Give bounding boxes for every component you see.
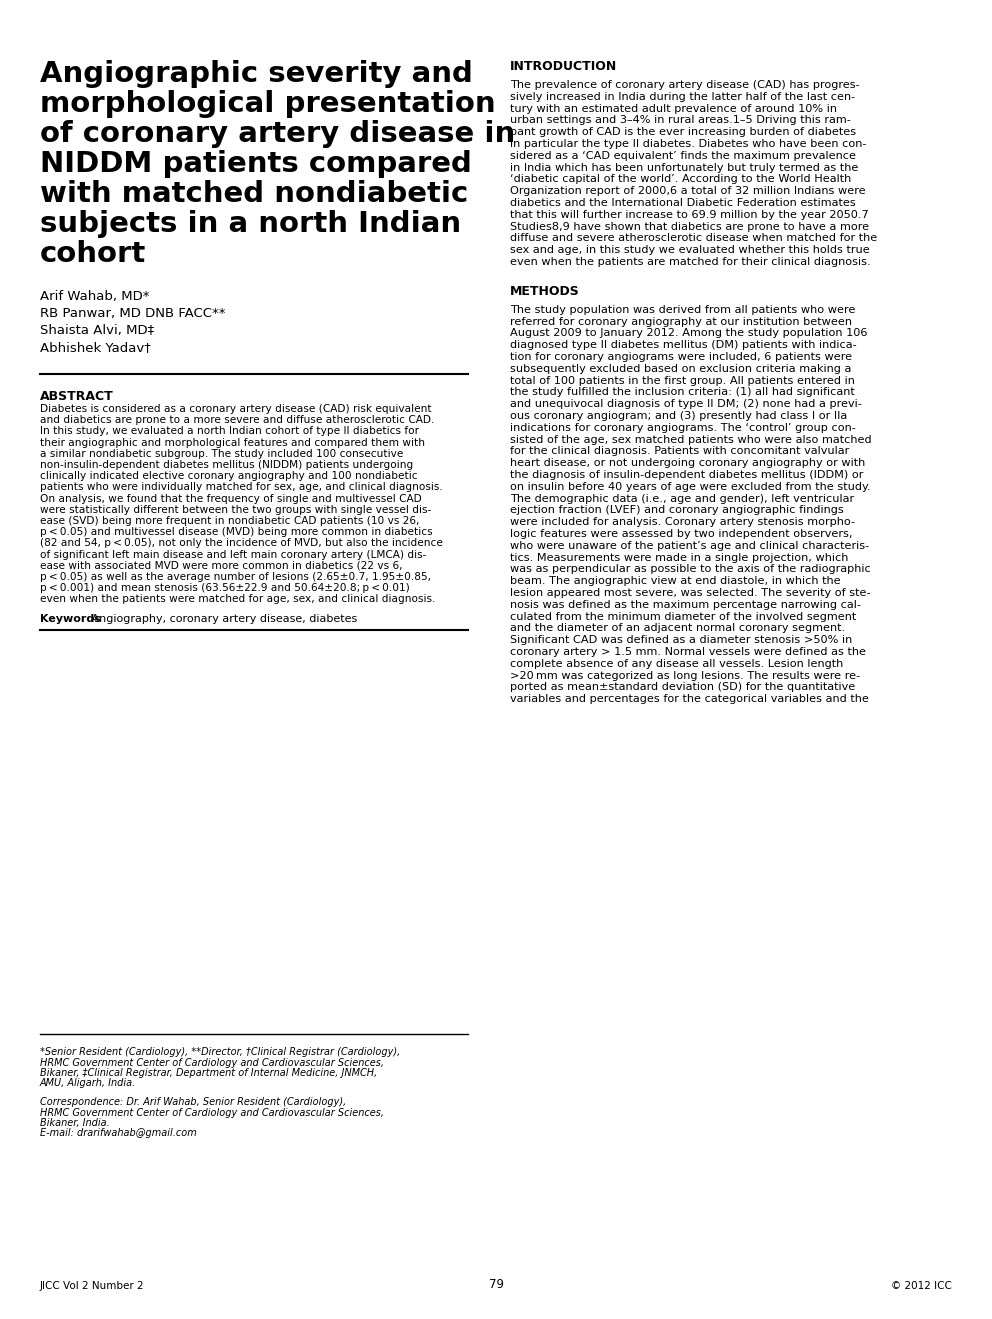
Text: ‘diabetic capital of the world’. According to the World Health: ‘diabetic capital of the world’. Accordi… [510,174,851,185]
Text: Bikaner, ‡Clinical Registrar, Department of Internal Medicine, JNMCH,: Bikaner, ‡Clinical Registrar, Department… [40,1068,377,1078]
Text: lesion appeared most severe, was selected. The severity of ste-: lesion appeared most severe, was selecte… [510,588,871,598]
Text: diabetics and the International Diabetic Federation estimates: diabetics and the International Diabetic… [510,198,856,208]
Text: Significant CAD was defined as a diameter stenosis >50% in: Significant CAD was defined as a diamete… [510,636,852,645]
Text: clinically indicated elective coronary angiography and 100 nondiabetic: clinically indicated elective coronary a… [40,471,418,481]
Text: heart disease, or not undergoing coronary angiography or with: heart disease, or not undergoing coronar… [510,458,865,468]
Text: >20 mm was categorized as long lesions. The results were re-: >20 mm was categorized as long lesions. … [510,670,860,681]
Text: Angiography, coronary artery disease, diabetes: Angiography, coronary artery disease, di… [88,613,357,624]
Text: Abhishek Yadav†: Abhishek Yadav† [40,342,151,353]
Text: © 2012 ICC: © 2012 ICC [891,1281,952,1291]
Text: RB Panwar, MD DNB FACC**: RB Panwar, MD DNB FACC** [40,307,225,321]
Text: diagnosed type II diabetes mellitus (DM) patients with indica-: diagnosed type II diabetes mellitus (DM)… [510,340,857,351]
Text: sidered as a ‘CAD equivalent’ finds the maximum prevalence: sidered as a ‘CAD equivalent’ finds the … [510,150,856,161]
Text: sisted of the age, sex matched patients who were also matched: sisted of the age, sex matched patients … [510,434,872,445]
Text: coronary artery > 1.5 mm. Normal vessels were defined as the: coronary artery > 1.5 mm. Normal vessels… [510,648,866,657]
Text: and the diameter of an adjacent normal coronary segment.: and the diameter of an adjacent normal c… [510,624,845,633]
Text: subsequently excluded based on exclusion criteria making a: subsequently excluded based on exclusion… [510,364,851,373]
Text: E-mail: drarifwahab@gmail.com: E-mail: drarifwahab@gmail.com [40,1129,196,1138]
Text: METHODS: METHODS [510,285,579,298]
Text: urban settings and 3–4% in rural areas.1–5 Driving this ram-: urban settings and 3–4% in rural areas.1… [510,115,851,125]
Text: referred for coronary angiography at our institution between: referred for coronary angiography at our… [510,317,852,327]
Text: tion for coronary angiograms were included, 6 patients were: tion for coronary angiograms were includ… [510,352,852,361]
Text: Organization report of 2000,6 a total of 32 million Indians were: Organization report of 2000,6 a total of… [510,186,866,197]
Text: Bikaner, India.: Bikaner, India. [40,1119,110,1128]
Text: ous coronary angiogram; and (3) presently had class I or IIa: ous coronary angiogram; and (3) presentl… [510,412,847,421]
Text: The demographic data (i.e., age and gender), left ventricular: The demographic data (i.e., age and gend… [510,493,854,504]
Text: logic features were assessed by two independent observers,: logic features were assessed by two inde… [510,529,852,539]
Text: even when the patients are matched for their clinical diagnosis.: even when the patients are matched for t… [510,257,871,266]
Text: August 2009 to January 2012. Among the study population 106: August 2009 to January 2012. Among the s… [510,328,867,339]
Text: was as perpendicular as possible to the axis of the radiographic: was as perpendicular as possible to the … [510,565,871,574]
Text: On analysis, we found that the frequency of single and multivessel CAD: On analysis, we found that the frequency… [40,493,422,504]
Text: pant growth of CAD is the ever increasing burden of diabetes: pant growth of CAD is the ever increasin… [510,127,856,137]
Text: HRMC Government Center of Cardiology and Cardiovascular Sciences,: HRMC Government Center of Cardiology and… [40,1108,384,1117]
Text: Diabetes is considered as a coronary artery disease (CAD) risk equivalent: Diabetes is considered as a coronary art… [40,404,432,414]
Text: culated from the minimum diameter of the involved segment: culated from the minimum diameter of the… [510,612,856,621]
Text: ejection fraction (LVEF) and coronary angiographic findings: ejection fraction (LVEF) and coronary an… [510,505,844,516]
Text: that this will further increase to 69.9 million by the year 2050.7: that this will further increase to 69.9 … [510,210,869,220]
Text: who were unaware of the patient’s age and clinical characteris-: who were unaware of the patient’s age an… [510,541,869,551]
Text: non-insulin-dependent diabetes mellitus (NIDDM) patients undergoing: non-insulin-dependent diabetes mellitus … [40,460,414,470]
Text: ported as mean±standard deviation (SD) for the quantitative: ported as mean±standard deviation (SD) f… [510,682,855,692]
Text: nosis was defined as the maximum percentage narrowing cal-: nosis was defined as the maximum percent… [510,600,861,609]
Text: ease with associated MVD were more common in diabetics (22 vs 6,: ease with associated MVD were more commo… [40,561,403,571]
Text: subjects in a north Indian: subjects in a north Indian [40,210,461,237]
Text: of coronary artery disease in: of coronary artery disease in [40,120,515,148]
Text: ease (SVD) being more frequent in nondiabetic CAD patients (10 vs 26,: ease (SVD) being more frequent in nondia… [40,516,420,526]
Text: Correspondence: Dr. Arif Wahab, Senior Resident (Cardiology),: Correspondence: Dr. Arif Wahab, Senior R… [40,1097,346,1107]
Text: p < 0.001) and mean stenosis (63.56±22.9 and 50.64±20.8; p < 0.01): p < 0.001) and mean stenosis (63.56±22.9… [40,583,410,594]
Text: on insulin before 40 years of age were excluded from the study.: on insulin before 40 years of age were e… [510,481,871,492]
Text: variables and percentages for the categorical variables and the: variables and percentages for the catego… [510,694,869,704]
Text: the study fulfilled the inclusion criteria: (1) all had significant: the study fulfilled the inclusion criter… [510,388,855,397]
Text: were included for analysis. Coronary artery stenosis morpho-: were included for analysis. Coronary art… [510,517,855,528]
Text: Shaista Alvi, MD‡: Shaista Alvi, MD‡ [40,324,154,336]
Text: complete absence of any disease all vessels. Lesion length: complete absence of any disease all vess… [510,658,843,669]
Text: (82 and 54, p < 0.05), not only the incidence of MVD, but also the incidence: (82 and 54, p < 0.05), not only the inci… [40,538,442,549]
Text: sively increased in India during the latter half of the last cen-: sively increased in India during the lat… [510,92,855,102]
Text: The study population was derived from all patients who were: The study population was derived from al… [510,305,855,315]
Text: AMU, Aligarh, India.: AMU, Aligarh, India. [40,1079,136,1088]
Text: morphological presentation: morphological presentation [40,90,496,117]
Text: diffuse and severe atherosclerotic disease when matched for the: diffuse and severe atherosclerotic disea… [510,233,877,244]
Text: their angiographic and morphological features and compared them with: their angiographic and morphological fea… [40,438,425,447]
Text: were statistically different between the two groups with single vessel dis-: were statistically different between the… [40,505,432,514]
Text: Arif Wahab, MD*: Arif Wahab, MD* [40,290,150,303]
Text: 79: 79 [488,1278,504,1291]
Text: cohort: cohort [40,240,146,268]
Text: INTRODUCTION: INTRODUCTION [510,59,617,73]
Text: and diabetics are prone to a more severe and diffuse atherosclerotic CAD.: and diabetics are prone to a more severe… [40,415,434,425]
Text: indications for coronary angiograms. The ‘control’ group con-: indications for coronary angiograms. The… [510,423,856,433]
Text: Keywords: Keywords [40,613,101,624]
Text: of significant left main disease and left main coronary artery (LMCA) dis-: of significant left main disease and lef… [40,550,427,559]
Text: Studies8,9 have shown that diabetics are prone to have a more: Studies8,9 have shown that diabetics are… [510,222,869,232]
Text: sex and age, in this study we evaluated whether this holds true: sex and age, in this study we evaluated … [510,245,870,255]
Text: with matched nondiabetic: with matched nondiabetic [40,179,468,208]
Text: total of 100 patients in the first group. All patients entered in: total of 100 patients in the first group… [510,376,855,385]
Text: and unequivocal diagnosis of type II DM; (2) none had a previ-: and unequivocal diagnosis of type II DM;… [510,400,862,409]
Text: beam. The angiographic view at end diastole, in which the: beam. The angiographic view at end diast… [510,576,840,586]
Text: tics. Measurements were made in a single projection, which: tics. Measurements were made in a single… [510,553,848,563]
Text: a similar nondiabetic subgroup. The study included 100 consecutive: a similar nondiabetic subgroup. The stud… [40,448,404,459]
Text: tury with an estimated adult prevalence of around 10% in: tury with an estimated adult prevalence … [510,104,837,113]
Text: ABSTRACT: ABSTRACT [40,390,114,404]
Text: p < 0.05) and multivessel disease (MVD) being more common in diabetics: p < 0.05) and multivessel disease (MVD) … [40,528,433,537]
Text: JICC Vol 2 Number 2: JICC Vol 2 Number 2 [40,1281,145,1291]
Text: Angiographic severity and: Angiographic severity and [40,59,473,88]
Text: *Senior Resident (Cardiology), **Director, †Clinical Registrar (Cardiology),: *Senior Resident (Cardiology), **Directo… [40,1047,400,1057]
Text: NIDDM patients compared: NIDDM patients compared [40,150,472,178]
Text: even when the patients were matched for age, sex, and clinical diagnosis.: even when the patients were matched for … [40,595,435,604]
Text: the diagnosis of insulin-dependent diabetes mellitus (IDDM) or: the diagnosis of insulin-dependent diabe… [510,470,863,480]
Text: patients who were individually matched for sex, age, and clinical diagnosis.: patients who were individually matched f… [40,483,442,492]
Text: in particular the type II diabetes. Diabetes who have been con-: in particular the type II diabetes. Diab… [510,138,866,149]
Text: In this study, we evaluated a north Indian cohort of type II diabetics for: In this study, we evaluated a north Indi… [40,426,419,437]
Text: for the clinical diagnosis. Patients with concomitant valvular: for the clinical diagnosis. Patients wit… [510,446,849,456]
Text: p < 0.05) as well as the average number of lesions (2.65±0.7, 1.95±0.85,: p < 0.05) as well as the average number … [40,572,431,582]
Text: HRMC Government Center of Cardiology and Cardiovascular Sciences,: HRMC Government Center of Cardiology and… [40,1058,384,1067]
Text: The prevalence of coronary artery disease (CAD) has progres-: The prevalence of coronary artery diseas… [510,80,860,90]
Text: in India which has been unfortunately but truly termed as the: in India which has been unfortunately bu… [510,162,858,173]
